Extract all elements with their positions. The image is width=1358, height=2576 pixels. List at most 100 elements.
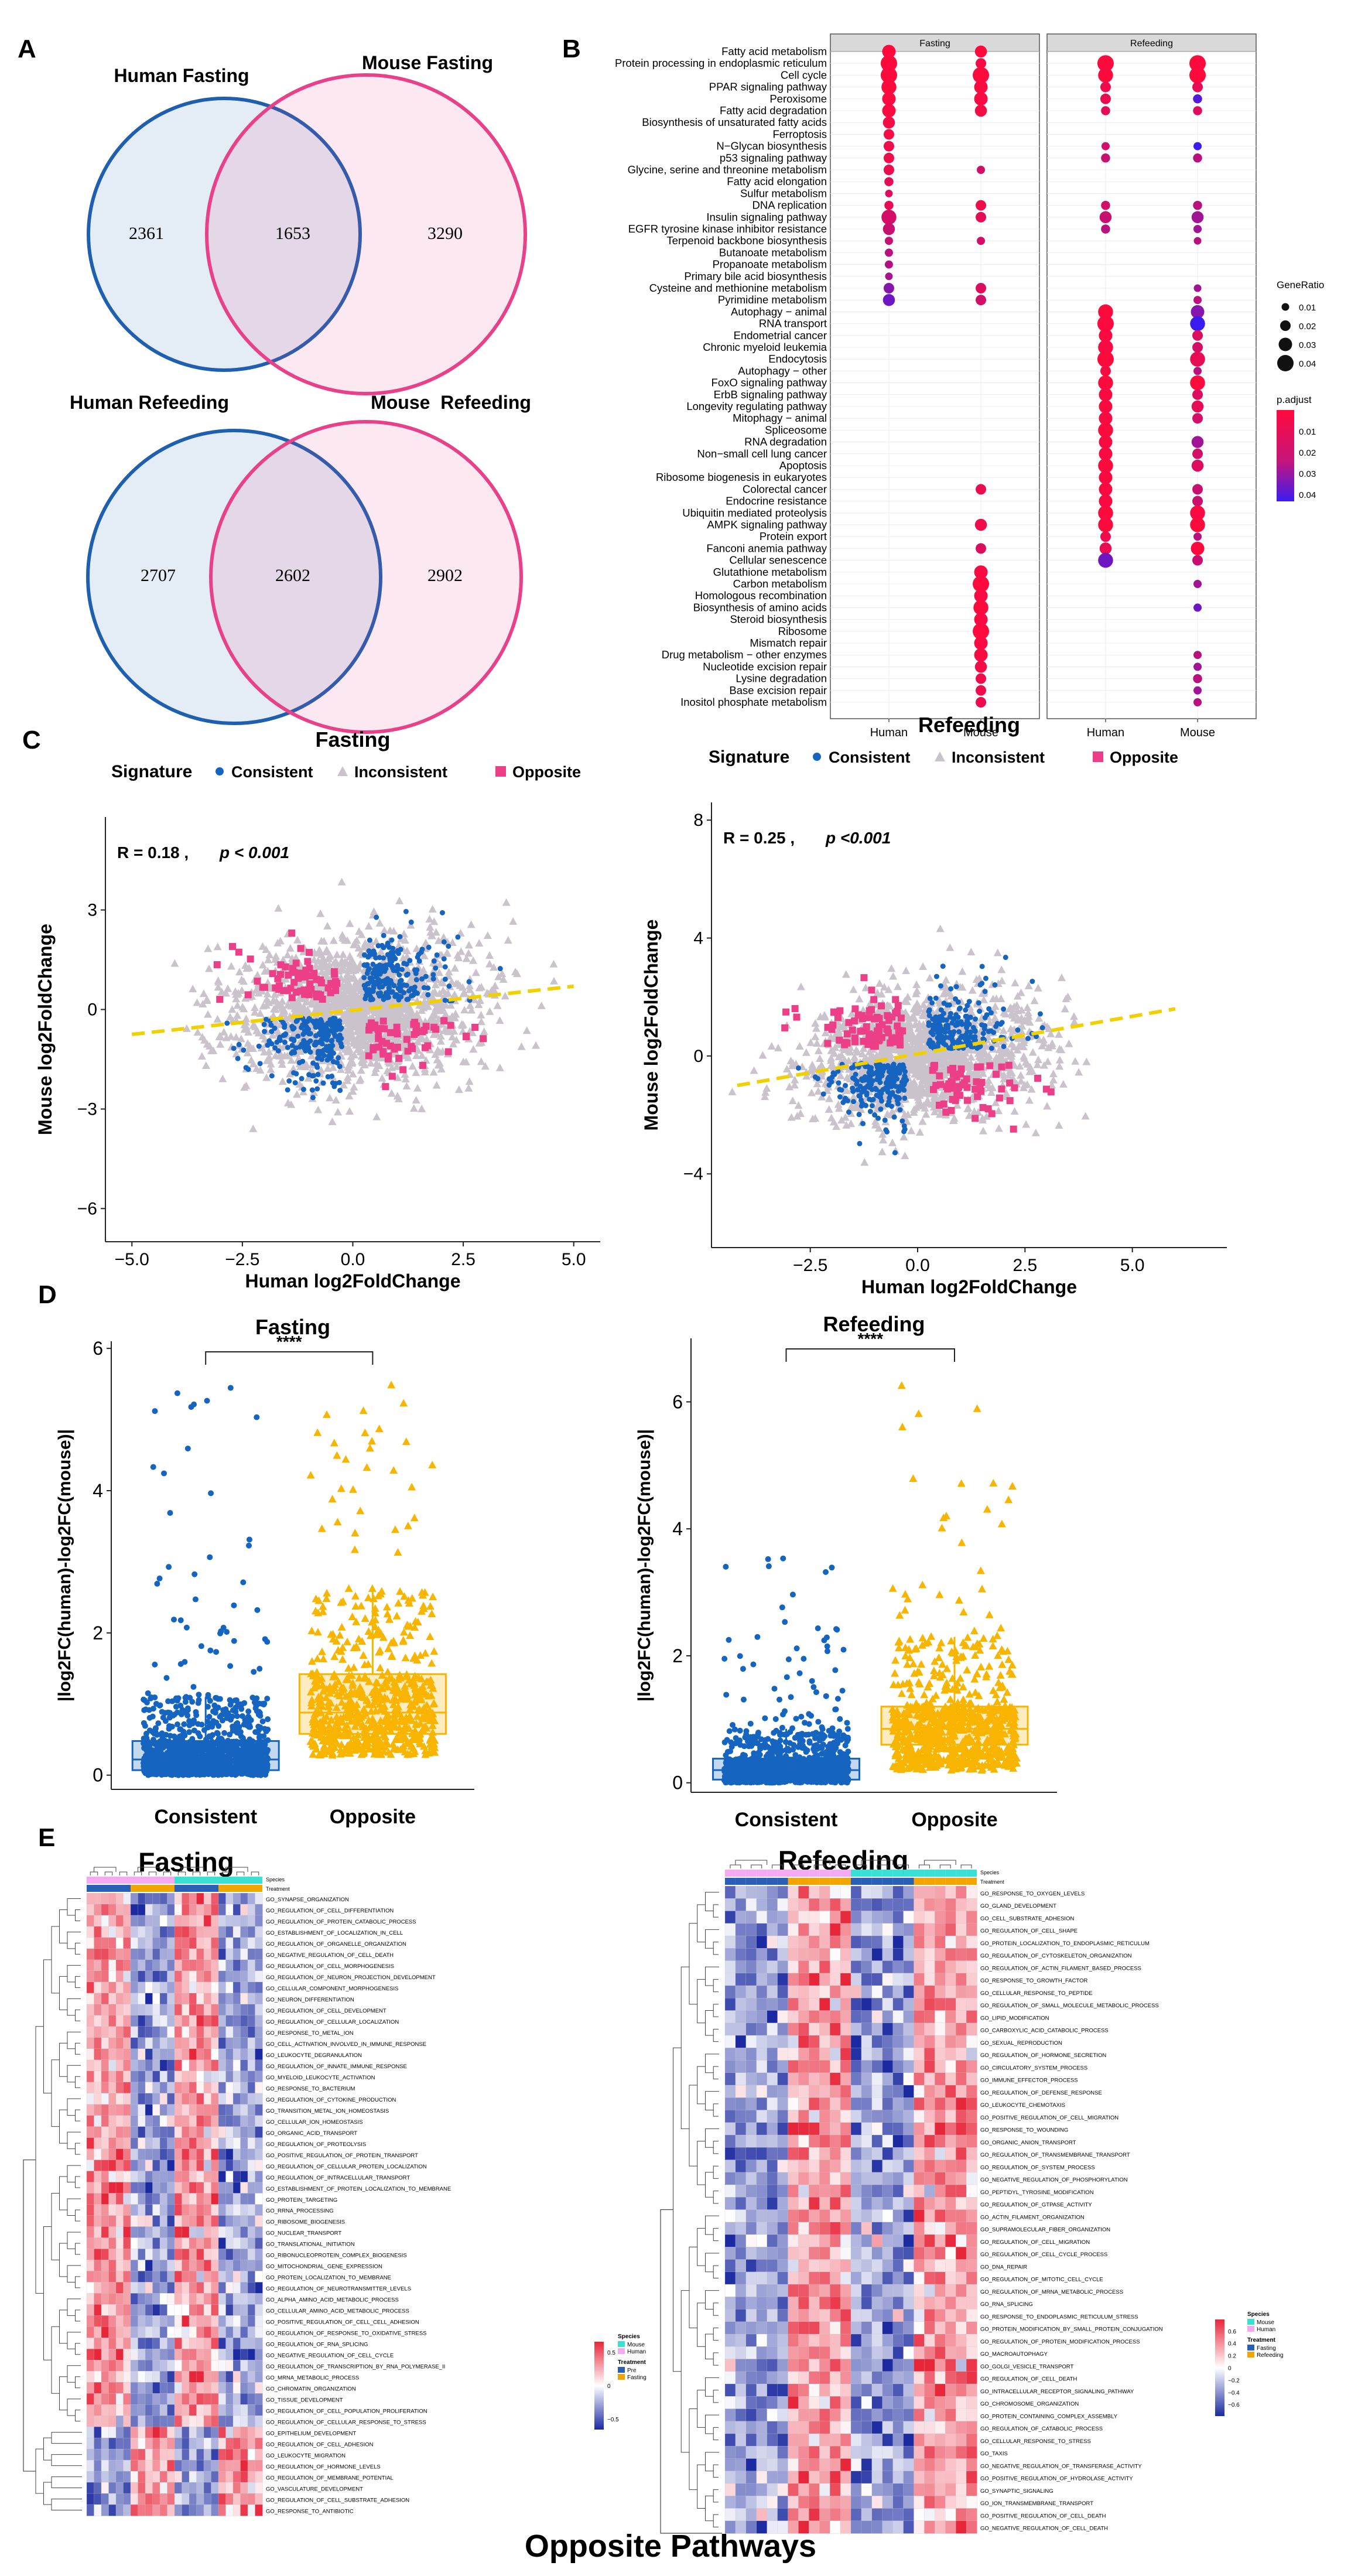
point-inconsistent bbox=[252, 986, 261, 994]
point-inconsistent bbox=[902, 966, 911, 975]
point-inconsistent bbox=[422, 938, 430, 947]
point-inconsistent bbox=[1011, 978, 1020, 986]
point-opposite bbox=[996, 1094, 1003, 1102]
point-consistent bbox=[313, 1042, 319, 1048]
dot-point bbox=[1100, 531, 1111, 542]
point-consistent bbox=[364, 989, 370, 995]
point-opposite bbox=[977, 1088, 984, 1095]
point-inconsistent bbox=[1017, 1071, 1025, 1079]
facet-label-fasting: Fasting bbox=[919, 39, 950, 49]
point-consistent bbox=[891, 1064, 897, 1070]
point-inconsistent bbox=[887, 964, 896, 972]
venn-fasting-overlap-count: 1653 bbox=[275, 224, 310, 243]
dot-legend-size-dot bbox=[1278, 337, 1292, 351]
point-inconsistent bbox=[787, 1113, 796, 1121]
point-opposite bbox=[292, 988, 300, 996]
point-inconsistent bbox=[293, 1090, 302, 1098]
scatter-y-tick-label: 0 bbox=[87, 1000, 97, 1020]
scatter-x-tick-label: 2.5 bbox=[451, 1250, 476, 1269]
point-consistent bbox=[936, 1032, 942, 1038]
dot-point bbox=[1193, 580, 1202, 588]
dot-point bbox=[884, 248, 893, 257]
pathway-label: Biosynthesis of amino acids bbox=[693, 601, 827, 613]
point-inconsistent bbox=[395, 896, 404, 904]
point-opposite bbox=[302, 966, 310, 974]
point-opposite bbox=[388, 1072, 396, 1080]
dot-point bbox=[974, 589, 988, 603]
point-inconsistent bbox=[1049, 1070, 1058, 1078]
point-inconsistent bbox=[808, 1060, 817, 1068]
point-consistent bbox=[902, 1126, 908, 1132]
point-consistent bbox=[973, 1016, 979, 1022]
point-inconsistent bbox=[502, 898, 511, 906]
point-consistent bbox=[389, 989, 395, 995]
point-opposite bbox=[963, 1096, 971, 1104]
point-opposite bbox=[1005, 1061, 1012, 1069]
point-consistent bbox=[224, 1020, 230, 1026]
point-consistent bbox=[414, 990, 420, 996]
point-consistent bbox=[992, 982, 998, 988]
point-consistent bbox=[334, 1026, 340, 1031]
scatter-x-tick-label: 0.0 bbox=[905, 1256, 930, 1275]
point-consistent bbox=[869, 1103, 875, 1109]
point-consistent bbox=[398, 985, 403, 990]
scatter-plot-area bbox=[728, 924, 1176, 1166]
point-inconsistent bbox=[1065, 1039, 1073, 1047]
pathway-label: Endocrine resistance bbox=[726, 495, 827, 507]
point-consistent bbox=[152, 1408, 158, 1415]
pathway-label: Drug metabolism − other enzymes bbox=[662, 648, 827, 661]
point-inconsistent bbox=[457, 947, 466, 955]
point-consistent bbox=[882, 1117, 888, 1123]
scatter-legend-inconsistent: Inconsistent bbox=[952, 749, 1045, 766]
point-consistent bbox=[289, 1024, 295, 1030]
scatter-y-tick-label: 3 bbox=[87, 901, 97, 920]
point-consistent bbox=[300, 1087, 306, 1092]
point-consistent bbox=[941, 1000, 947, 1006]
point-inconsistent bbox=[215, 1033, 224, 1041]
point-consistent bbox=[336, 1055, 341, 1061]
point-opposite bbox=[316, 976, 324, 984]
point-consistent bbox=[361, 982, 367, 988]
point-inconsistent bbox=[370, 907, 378, 915]
point-opposite bbox=[306, 980, 314, 988]
point-opposite bbox=[254, 978, 261, 985]
scatter-legend-inconsistent: Inconsistent bbox=[354, 763, 447, 781]
point-consistent bbox=[379, 942, 385, 948]
dot-point bbox=[974, 92, 988, 106]
scatter-legend-opposite: Opposite bbox=[512, 763, 581, 781]
dot-point bbox=[882, 116, 895, 129]
point-consistent bbox=[395, 951, 401, 956]
dot-legend-color-label: 0.04 bbox=[1299, 490, 1316, 500]
point-consistent bbox=[942, 1029, 948, 1035]
dot-point bbox=[1193, 225, 1202, 233]
point-opposite bbox=[897, 1037, 904, 1044]
pathway-label: Fanconi anemia pathway bbox=[706, 542, 827, 554]
point-inconsistent bbox=[328, 1117, 337, 1125]
dot-point bbox=[1097, 55, 1114, 72]
point-consistent bbox=[877, 1066, 883, 1072]
pathway-label: Sulfur metabolism bbox=[740, 187, 827, 199]
point-consistent bbox=[430, 976, 436, 982]
point-opposite bbox=[824, 1040, 832, 1047]
point-consistent bbox=[826, 1076, 832, 1082]
point-inconsistent bbox=[372, 1064, 381, 1072]
point-consistent bbox=[860, 1120, 866, 1126]
point-inconsistent bbox=[347, 1052, 355, 1060]
dot-point bbox=[1191, 459, 1204, 472]
point-inconsistent bbox=[199, 989, 208, 997]
point-consistent bbox=[276, 1036, 282, 1041]
dot-point bbox=[974, 661, 987, 673]
scatter-legend-title: Signature bbox=[709, 747, 789, 767]
point-inconsistent bbox=[372, 1112, 381, 1120]
point-inconsistent bbox=[286, 1070, 295, 1078]
point-consistent bbox=[836, 1080, 842, 1086]
dot-point bbox=[1192, 342, 1203, 353]
point-opposite bbox=[782, 1008, 790, 1016]
dot-point bbox=[1098, 304, 1113, 320]
pathway-label: Endometrial cancer bbox=[734, 329, 827, 341]
point-opposite bbox=[288, 930, 296, 937]
dot-point bbox=[1191, 305, 1205, 319]
point-opposite bbox=[830, 1008, 837, 1016]
point-inconsistent bbox=[204, 944, 213, 952]
